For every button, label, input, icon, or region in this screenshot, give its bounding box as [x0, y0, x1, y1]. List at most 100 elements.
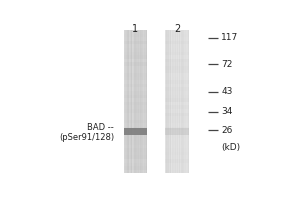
- Bar: [165, 34, 189, 37]
- Bar: [124, 127, 147, 130]
- Bar: [124, 91, 147, 95]
- Text: 2: 2: [174, 24, 180, 34]
- Bar: [124, 77, 147, 80]
- Bar: [165, 120, 189, 123]
- Bar: [165, 37, 189, 41]
- Text: (kD): (kD): [221, 143, 240, 152]
- Text: 34: 34: [221, 107, 232, 116]
- Bar: [124, 84, 147, 87]
- Bar: [184, 30, 185, 173]
- Bar: [165, 102, 189, 105]
- Bar: [165, 159, 189, 163]
- Bar: [173, 30, 174, 173]
- Bar: [124, 134, 147, 138]
- Bar: [124, 120, 147, 123]
- Bar: [165, 152, 189, 155]
- Bar: [167, 30, 168, 173]
- Bar: [175, 30, 176, 173]
- Bar: [139, 30, 140, 173]
- Bar: [143, 30, 144, 173]
- Bar: [133, 30, 134, 173]
- Bar: [124, 159, 147, 163]
- Bar: [142, 30, 143, 173]
- Bar: [144, 30, 145, 173]
- Bar: [124, 98, 147, 102]
- Bar: [165, 166, 189, 170]
- Bar: [127, 30, 128, 173]
- Bar: [165, 98, 189, 102]
- Bar: [145, 30, 146, 173]
- Bar: [188, 30, 189, 173]
- Bar: [165, 128, 189, 135]
- Text: 72: 72: [221, 60, 232, 69]
- Bar: [179, 30, 180, 173]
- Bar: [165, 80, 189, 84]
- Bar: [135, 30, 136, 173]
- Text: 43: 43: [221, 87, 232, 96]
- Bar: [165, 30, 166, 173]
- Bar: [165, 141, 189, 145]
- Bar: [124, 48, 147, 52]
- Bar: [124, 138, 147, 141]
- Bar: [165, 109, 189, 113]
- Bar: [165, 52, 189, 55]
- Bar: [177, 30, 178, 173]
- Bar: [124, 130, 147, 134]
- Bar: [124, 41, 147, 44]
- Bar: [124, 30, 125, 173]
- Bar: [165, 62, 189, 66]
- Bar: [124, 170, 147, 173]
- Bar: [131, 30, 132, 173]
- Bar: [124, 145, 147, 148]
- Bar: [169, 30, 170, 173]
- Bar: [176, 30, 177, 173]
- Bar: [165, 59, 189, 62]
- Bar: [124, 59, 147, 62]
- Bar: [165, 44, 189, 48]
- Bar: [138, 30, 139, 173]
- Bar: [124, 37, 147, 41]
- Bar: [128, 30, 129, 173]
- Bar: [165, 30, 189, 173]
- Bar: [172, 30, 173, 173]
- Bar: [181, 30, 182, 173]
- Text: BAD --: BAD --: [88, 123, 114, 132]
- Bar: [165, 148, 189, 152]
- Bar: [132, 30, 133, 173]
- Bar: [165, 77, 189, 80]
- Bar: [187, 30, 188, 173]
- Bar: [165, 70, 189, 73]
- Bar: [170, 30, 171, 173]
- Bar: [136, 30, 137, 173]
- Bar: [141, 30, 142, 173]
- Bar: [165, 87, 189, 91]
- Text: 26: 26: [221, 126, 232, 135]
- Bar: [124, 70, 147, 73]
- Bar: [124, 128, 147, 135]
- Bar: [165, 130, 189, 134]
- Bar: [165, 91, 189, 95]
- Bar: [124, 87, 147, 91]
- Bar: [166, 30, 167, 173]
- Text: 117: 117: [221, 33, 238, 42]
- Bar: [165, 105, 189, 109]
- Bar: [124, 55, 147, 59]
- Bar: [165, 145, 189, 148]
- Bar: [165, 73, 189, 77]
- Bar: [124, 34, 147, 37]
- Bar: [165, 84, 189, 87]
- Text: (pSer91/128): (pSer91/128): [59, 133, 114, 142]
- Bar: [168, 30, 169, 173]
- Bar: [124, 116, 147, 120]
- Bar: [165, 134, 189, 138]
- Bar: [165, 66, 189, 70]
- Bar: [165, 48, 189, 52]
- Bar: [124, 166, 147, 170]
- Bar: [180, 30, 181, 173]
- Bar: [137, 30, 138, 173]
- Bar: [125, 30, 126, 173]
- Bar: [124, 80, 147, 84]
- Bar: [124, 155, 147, 159]
- Bar: [124, 66, 147, 70]
- Bar: [165, 127, 189, 130]
